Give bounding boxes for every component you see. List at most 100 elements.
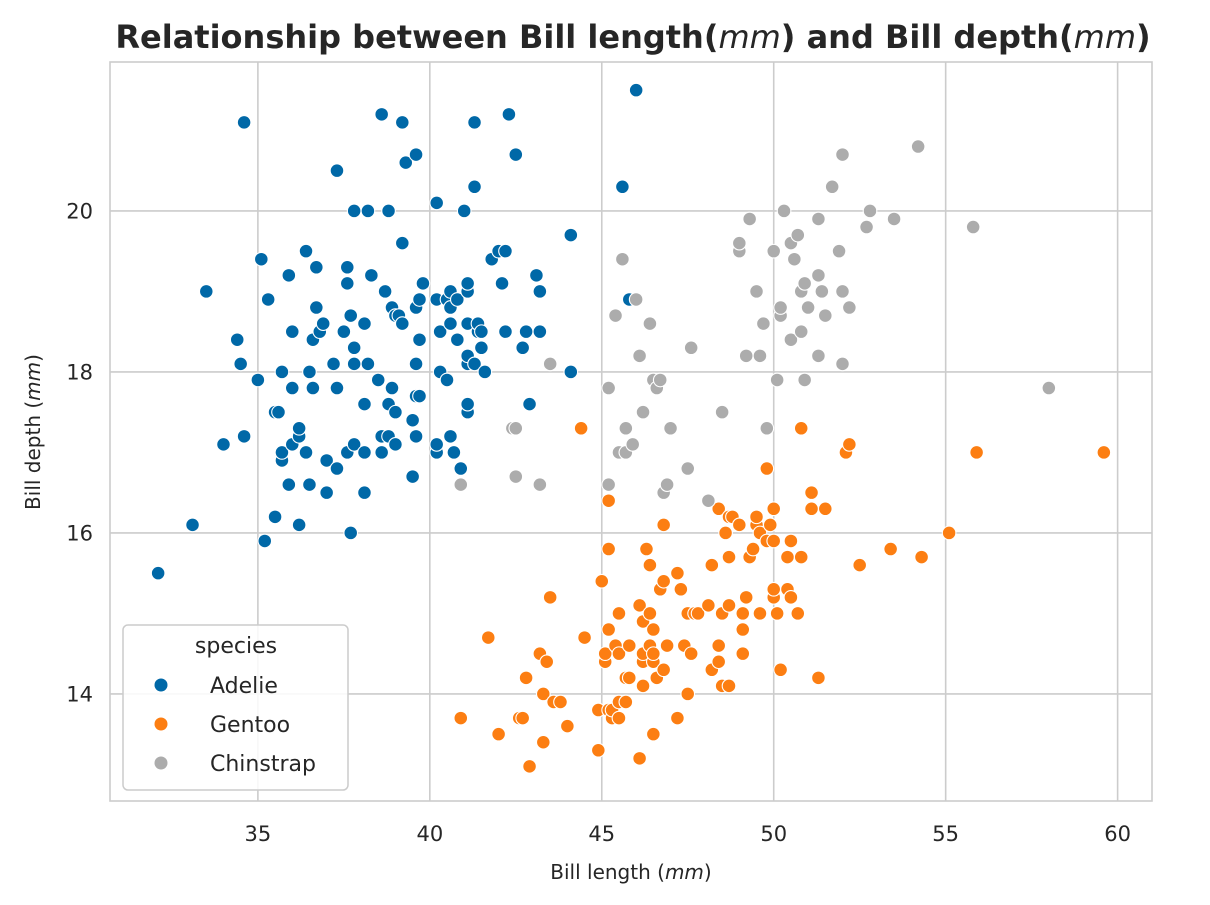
data-point [453,461,469,476]
x-tick-label: 40 [416,822,443,846]
data-point [738,589,754,605]
data-point [532,284,548,299]
data-point [659,477,675,492]
data-point [601,380,616,396]
data-point [824,179,840,195]
data-point [542,356,558,372]
data-point [308,259,324,275]
data-point [859,219,874,235]
data-point [453,710,469,726]
data-point [346,437,362,452]
data-point [735,606,751,621]
data-point [965,219,981,235]
data-point [477,364,493,380]
data-point [467,115,482,130]
data-point [563,227,579,243]
data-point [632,598,647,613]
y-tick-label: 16 [66,521,93,545]
y-tick-label: 18 [66,360,93,384]
data-point [185,517,200,533]
data-point [515,710,531,726]
data-point [718,525,733,541]
data-point [780,549,795,565]
data-point [886,211,902,227]
x-tick-label: 50 [760,822,787,846]
data-point [635,678,651,694]
data-point [360,356,376,372]
data-point [377,284,393,299]
data-point [611,606,627,621]
data-point [315,316,331,331]
legend-box [122,624,349,791]
data-point [762,517,778,533]
data-point [680,461,696,476]
data-point [670,565,685,581]
data-point [639,541,654,557]
data-point [742,211,757,227]
data-point [274,364,290,380]
plot-frame [109,61,1153,802]
data-point [319,453,335,468]
data-point [535,686,551,702]
data-point [408,356,424,372]
y-axis-label: Bill depth (mm) [21,354,45,510]
data-point [721,549,737,565]
data-point [646,622,661,637]
data-point [343,308,359,323]
data-point [811,267,826,283]
data-point [501,106,517,122]
data-point [735,646,751,662]
x-tick-label: 60 [1104,822,1131,846]
data-point [198,284,214,299]
data-point [701,598,716,613]
series-gentoo [453,420,1112,774]
data-point [817,501,833,517]
data-point [308,300,324,315]
data-point [346,356,362,372]
data-point [914,549,929,565]
x-axis-label: Bill length (mm) [550,860,711,884]
data-point [577,630,592,645]
data-point [790,227,806,243]
data-point [783,533,799,549]
data-point [766,501,782,517]
data-point [683,646,699,662]
data-point [611,646,627,662]
data-point [590,742,606,758]
data-point [656,517,672,533]
data-point [773,662,788,678]
data-point [305,380,321,396]
data-point [721,678,737,694]
data-point [752,606,768,621]
data-point [498,243,513,259]
data-point [281,477,297,492]
data-point [467,179,482,195]
data-point [412,388,427,404]
data-point [817,308,833,323]
data-point [615,251,630,267]
data-point [714,404,730,420]
data-point [628,82,644,98]
data-point [415,276,431,291]
data-point [642,316,658,331]
data-point [632,348,647,364]
data-point [735,622,751,637]
data-point [711,638,727,653]
data-point [360,203,376,219]
y-tick-labels: 14 16 18 20 [66,199,93,706]
data-point [429,437,445,452]
data-point [388,437,403,452]
data-point [601,493,616,509]
data-point [408,147,424,162]
data-point [236,115,252,130]
data-point [302,364,317,380]
data-point [793,420,809,436]
x-tick-label: 45 [588,822,615,846]
data-point [673,581,689,597]
data-point [621,638,637,653]
data-point [773,300,788,315]
data-point [793,324,809,340]
data-point [683,340,699,356]
data-point [793,549,809,565]
data-point [357,316,372,331]
